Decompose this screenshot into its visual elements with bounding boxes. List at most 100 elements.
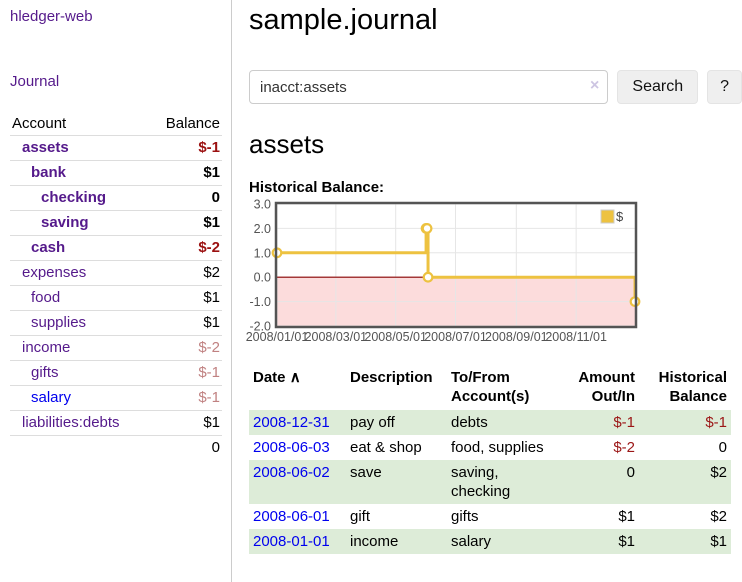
accounts-total: 0	[149, 435, 222, 460]
date-link[interactable]: 2008-06-01	[253, 508, 330, 525]
svg-text:2008/11/01: 2008/11/01	[545, 330, 607, 344]
account-balance: $-2	[149, 235, 222, 261]
transaction-row[interactable]: 2008-12-31 pay off debts $-1 $-1	[249, 410, 731, 435]
txn-description: pay off	[350, 414, 395, 431]
search-form: × Search ?	[249, 70, 742, 104]
account-balance: $-1	[149, 385, 222, 411]
account-link-salary[interactable]: salary	[31, 389, 72, 406]
svg-text:-2.0: -2.0	[249, 320, 271, 334]
col-description: Description	[350, 369, 433, 386]
accounts-col-account: Account	[10, 112, 150, 136]
account-heading: assets	[249, 129, 325, 159]
account-link-income[interactable]: income	[22, 339, 71, 356]
col-amount: Amount Out/In	[578, 369, 635, 405]
txn-description: gift	[350, 508, 371, 525]
search-help-button[interactable]: ?	[707, 70, 742, 104]
account-row: supplies $1	[10, 310, 222, 336]
date-link[interactable]: 2008-06-03	[253, 439, 330, 456]
account-link-liabilities-debts[interactable]: liabilities:debts	[22, 414, 120, 431]
account-balance: $1	[149, 285, 222, 311]
svg-text:2008/05/01: 2008/05/01	[364, 330, 427, 344]
historical-balance-label: Historical Balance:	[249, 179, 385, 196]
chart-canvas[interactable]: 3.0 2.0 1.0 0.0 -1.0 -2.02008/01/012008/03/01…	[246, 198, 641, 348]
account-link-assets[interactable]: assets	[22, 139, 69, 156]
txn-balance: $2	[710, 508, 727, 525]
account-balance: $-1	[149, 135, 222, 161]
account-row: liabilities:debts $1	[10, 410, 222, 436]
account-row: income $-2	[10, 335, 222, 361]
account-row: expenses $2	[10, 260, 222, 286]
svg-text:2008/07/01: 2008/07/01	[424, 330, 487, 344]
account-row: assets $-1	[10, 135, 222, 161]
col-date[interactable]: Date ∧	[253, 369, 301, 386]
account-row: cash $-2	[10, 235, 222, 261]
txn-description: income	[350, 533, 399, 550]
svg-text:2.0: 2.0	[254, 222, 271, 236]
accounts-header-row: Account Balance	[10, 112, 222, 136]
date-link[interactable]: 2008-06-02	[253, 464, 330, 481]
account-link-cash[interactable]: cash	[31, 239, 66, 256]
svg-text:0.0: 0.0	[254, 271, 271, 285]
account-balance: $1	[149, 410, 222, 436]
account-link-food[interactable]: food	[31, 289, 61, 306]
account-link-checking[interactable]: checking	[41, 189, 107, 206]
txn-amount: $-2	[613, 439, 635, 456]
transaction-row[interactable]: 2008-06-03 eat & shop food, supplies $-2…	[249, 435, 731, 460]
svg-text:2008/01/01: 2008/01/01	[246, 330, 309, 344]
clear-search-icon[interactable]: ×	[590, 77, 600, 94]
search-button[interactable]: Search	[617, 70, 699, 104]
account-row: gifts $-1	[10, 360, 222, 386]
account-link-saving[interactable]: saving	[41, 214, 89, 231]
txn-amount: $1	[618, 533, 635, 550]
sort-ascending-icon: ∧	[289, 369, 301, 386]
account-row: checking 0	[10, 185, 222, 211]
svg-text:1.0: 1.0	[254, 246, 271, 260]
account-row: bank $1	[10, 160, 222, 186]
date-link[interactable]: 2008-01-01	[253, 533, 330, 550]
txn-balance: $1	[710, 533, 727, 550]
col-accounts: To/From Account(s)	[451, 369, 530, 405]
historical-balance-chart[interactable]: 3.0 2.0 1.0 0.0 -1.0 -2.0 2008/01/01 2008/03/01…	[246, 198, 742, 348]
account-link-gifts[interactable]: gifts	[31, 364, 59, 381]
txn-balance: 0	[718, 439, 727, 456]
accounts-col-balance: Balance	[149, 112, 222, 136]
svg-text:3.0: 3.0	[254, 198, 271, 212]
page-title: sample.journal	[249, 4, 438, 36]
txn-description: save	[350, 464, 382, 481]
transaction-row[interactable]: 2008-01-01 income salary $1 $1	[249, 529, 731, 554]
account-link-supplies[interactable]: supplies	[31, 314, 87, 331]
sidebar-item-journal[interactable]: Journal	[10, 73, 60, 90]
account-balance: $-1	[149, 360, 222, 386]
txn-amount: $1	[618, 508, 635, 525]
transaction-row[interactable]: 2008-06-02 save saving, checking 0 $2	[249, 460, 731, 504]
chart-legend-label: $	[616, 209, 624, 224]
txn-description: eat & shop	[350, 439, 422, 456]
col-balance: Historical Balance	[658, 369, 727, 405]
brand-link[interactable]: hledger-web	[10, 8, 93, 25]
txn-accounts: gifts	[451, 508, 479, 525]
txn-balance: $-1	[705, 414, 727, 431]
txn-accounts: saving, checking	[451, 464, 511, 500]
account-balance: 0	[149, 185, 222, 211]
svg-text:-1.0: -1.0	[249, 295, 271, 309]
txn-amount: 0	[626, 464, 635, 481]
account-row: salary $-1	[10, 385, 222, 411]
txn-amount: $-1	[613, 414, 635, 431]
account-link-bank[interactable]: bank	[31, 164, 67, 181]
accounts-table: Account Balance assets $-1 bank $1 check…	[10, 112, 222, 460]
account-balance: $1	[149, 310, 222, 336]
register-header-row: Date ∧ Description To/From Account(s) Am…	[249, 366, 731, 410]
account-row: saving $1	[10, 210, 222, 236]
main-content: sample.journal × Search ? assets Histori…	[233, 0, 742, 554]
transaction-row[interactable]: 2008-06-01 gift gifts $1 $2	[249, 504, 731, 529]
register-table: Date ∧ Description To/From Account(s) Am…	[249, 366, 731, 554]
txn-accounts: debts	[451, 414, 488, 431]
search-input[interactable]	[249, 70, 609, 104]
date-link[interactable]: 2008-12-31	[253, 414, 330, 431]
accounts-total-row: 0	[10, 435, 222, 460]
svg-text:2008/03/01: 2008/03/01	[305, 330, 368, 344]
txn-accounts: food, supplies	[451, 439, 544, 456]
account-row: food $1	[10, 285, 222, 311]
txn-accounts: salary	[451, 533, 492, 550]
account-link-expenses[interactable]: expenses	[22, 264, 87, 281]
